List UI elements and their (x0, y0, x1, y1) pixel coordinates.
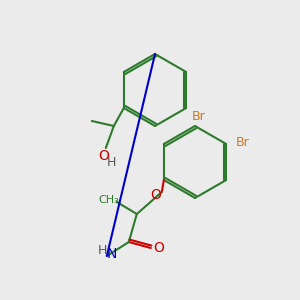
Text: O: O (98, 149, 109, 163)
Text: O: O (153, 241, 164, 255)
Text: CH₃: CH₃ (98, 195, 119, 205)
Text: Br: Br (235, 136, 249, 148)
Text: O: O (150, 188, 161, 202)
Text: H: H (107, 155, 116, 169)
Text: H: H (98, 244, 107, 256)
Text: Br: Br (192, 110, 206, 122)
Text: N: N (106, 247, 117, 261)
